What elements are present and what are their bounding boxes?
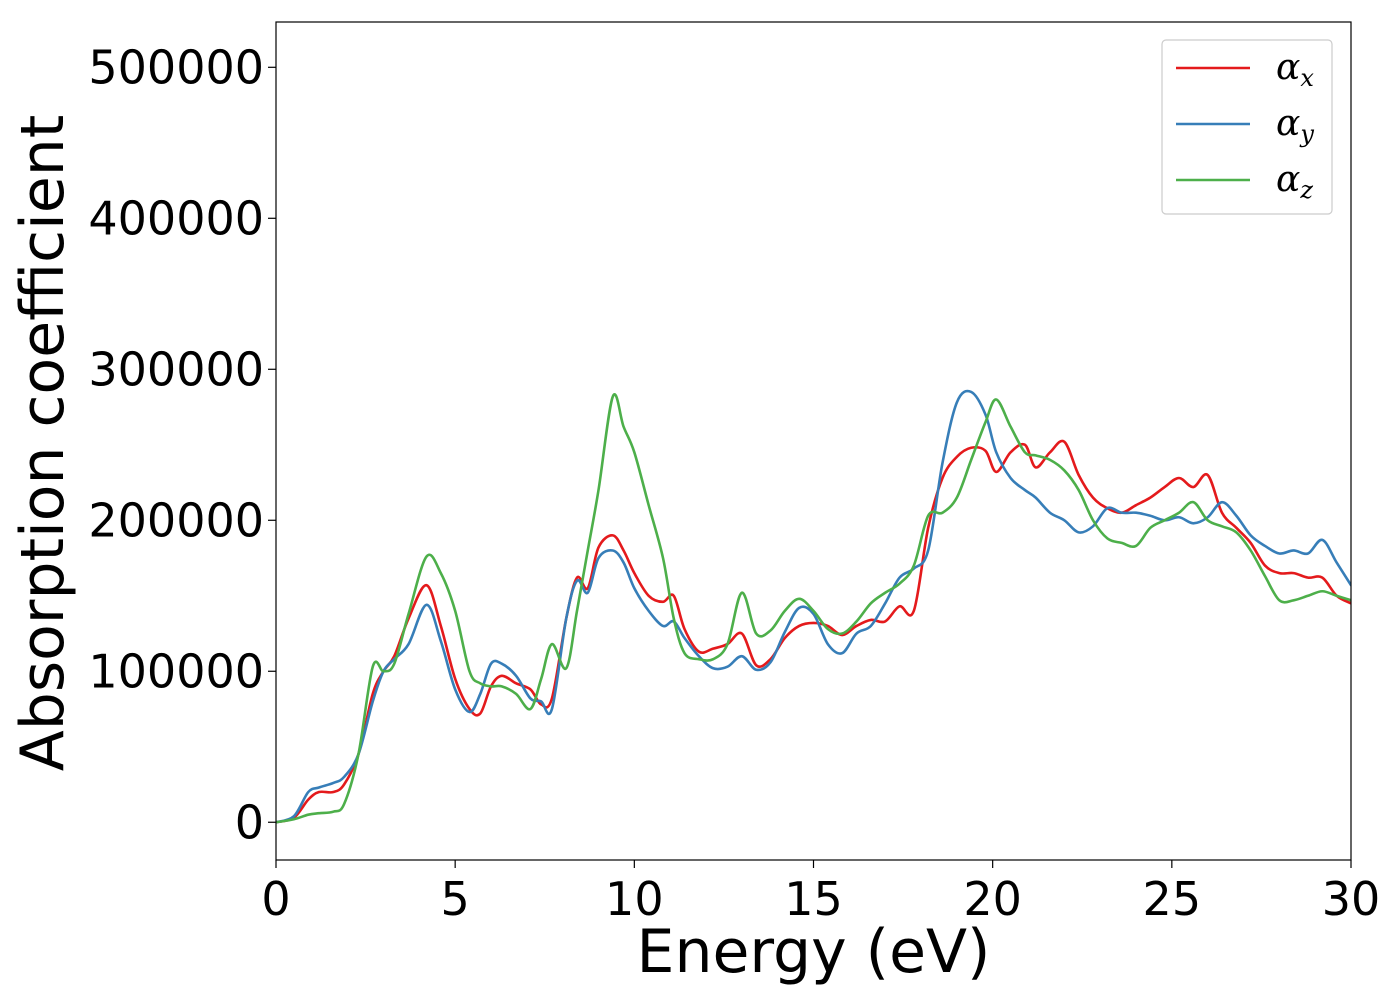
x-tick-label: 15 bbox=[784, 872, 843, 926]
x-tick-label: 20 bbox=[963, 872, 1022, 926]
x-tick-label: 5 bbox=[441, 872, 470, 926]
y-axis-ticks: 0 100000 200000 300000 400000 500000 bbox=[88, 40, 276, 849]
legend-box bbox=[1161, 39, 1333, 215]
legend-label-z: αz bbox=[1276, 159, 1313, 204]
y-tick-label: 200000 bbox=[88, 493, 264, 547]
legend: αx αy αz bbox=[1161, 39, 1333, 215]
x-axis-title: Energy (eV) bbox=[637, 917, 991, 987]
series-line-z bbox=[276, 393, 1351, 824]
series-line-y bbox=[276, 389, 1351, 824]
y-tick-label: 300000 bbox=[88, 342, 264, 396]
x-axis-ticks: 0 5 10 15 20 25 30 bbox=[261, 860, 1380, 926]
y-tick-label: 0 bbox=[235, 795, 264, 849]
y-tick-label: 500000 bbox=[88, 40, 264, 94]
y-tick-label: 100000 bbox=[88, 644, 264, 698]
x-tick-label: 25 bbox=[1143, 872, 1202, 926]
x-tick-label: 30 bbox=[1322, 872, 1381, 926]
x-tick-label: 0 bbox=[261, 872, 290, 926]
legend-label-y: αy bbox=[1276, 103, 1314, 148]
legend-label-x: αx bbox=[1276, 47, 1314, 92]
plot-lines bbox=[276, 389, 1351, 824]
x-tick-label: 10 bbox=[605, 872, 664, 926]
y-tick-label: 400000 bbox=[88, 191, 264, 245]
y-axis-title: Absorption coefficient bbox=[8, 115, 78, 772]
series-line-x bbox=[276, 439, 1351, 824]
